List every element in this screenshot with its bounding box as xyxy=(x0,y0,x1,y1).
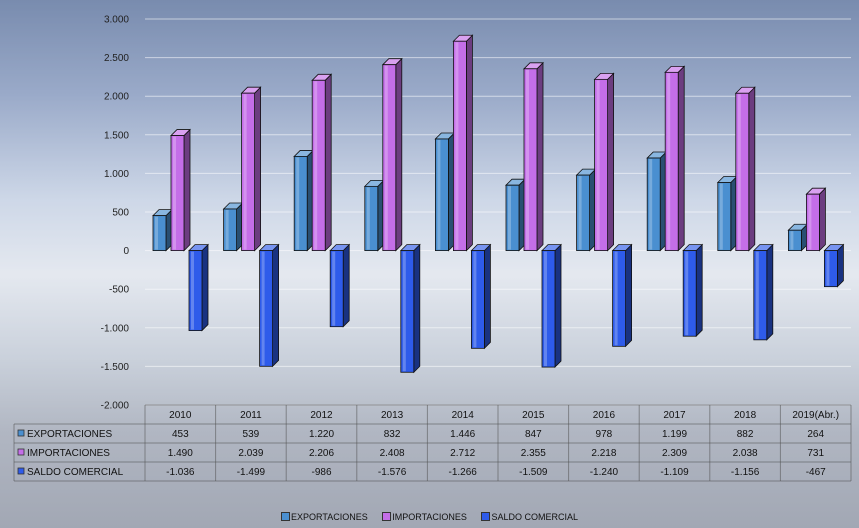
table-cell: 2.038 xyxy=(733,448,758,459)
bar-exportaciones-2018 xyxy=(716,175,738,252)
table-cell: 882 xyxy=(737,429,754,440)
bar-importaciones-2016 xyxy=(593,72,615,252)
table-cell: -1.240 xyxy=(590,467,619,478)
table-row-label: SALDO COMERCIAL xyxy=(27,467,124,478)
bar-saldo-comercial-2019(Abr.) xyxy=(823,243,845,288)
table-cell: -1.266 xyxy=(449,467,478,478)
bar-saldo-comercial-2010 xyxy=(188,243,209,332)
table-cell: 264 xyxy=(807,429,824,440)
legend: EXPORTACIONES IMPORTACIONES SALDO COMERC… xyxy=(0,512,859,522)
bar-importaciones-2019(Abr.) xyxy=(805,187,827,252)
bar-exportaciones-2016 xyxy=(575,168,597,252)
table-header-2018: 2018 xyxy=(734,410,757,421)
bar-importaciones-2013 xyxy=(381,57,403,252)
bar-saldo-comercial-2015 xyxy=(541,243,562,369)
table-cell: 731 xyxy=(807,448,824,459)
y-tick-label: 3.000 xyxy=(104,15,129,26)
bar-saldo-comercial-2018 xyxy=(752,243,774,341)
table-header-2013: 2013 xyxy=(381,410,404,421)
table-cell: -1.576 xyxy=(378,467,407,478)
bar-saldo-comercial-2012 xyxy=(329,243,351,328)
bar-importaciones-2015 xyxy=(523,61,544,252)
table-cell: -1.499 xyxy=(237,467,266,478)
table-cell: -1.156 xyxy=(731,467,760,478)
bar-importaciones-2014 xyxy=(452,34,474,252)
table-cell: 2.309 xyxy=(662,448,687,459)
legend-swatch-importaciones xyxy=(382,512,392,521)
legend-label-exportaciones: EXPORTACIONES xyxy=(291,512,368,522)
legend-item-exportaciones: EXPORTACIONES xyxy=(281,512,368,522)
bar-exportaciones-2017 xyxy=(646,151,668,252)
bar-importaciones-2010 xyxy=(170,128,191,252)
table-legend-key xyxy=(17,429,25,437)
table-cell: -1.509 xyxy=(519,467,548,478)
y-tick-label: -1.000 xyxy=(101,323,130,334)
bar-exportaciones-2012 xyxy=(293,149,315,252)
table-legend-key xyxy=(17,467,25,475)
y-tick-label: 500 xyxy=(112,208,129,219)
y-tick-label: 2.500 xyxy=(104,53,129,64)
table-row-label: IMPORTACIONES xyxy=(27,448,110,459)
bar-importaciones-2018 xyxy=(734,86,756,252)
bar-exportaciones-2015 xyxy=(505,178,526,252)
table-legend-key xyxy=(17,448,25,456)
table-cell: 2.218 xyxy=(591,448,616,459)
bar-importaciones-2012 xyxy=(311,73,333,252)
bar-saldo-comercial-2016 xyxy=(611,243,633,348)
table-cell: 2.408 xyxy=(380,448,405,459)
bar-saldo-comercial-2017 xyxy=(682,243,704,338)
table-header-2016: 2016 xyxy=(593,410,616,421)
table-cell: 847 xyxy=(525,429,542,440)
table-cell: 1.446 xyxy=(450,429,475,440)
table-cell: 2.039 xyxy=(238,448,263,459)
y-tick-label: 1.000 xyxy=(104,169,129,180)
table-header-2017: 2017 xyxy=(663,410,686,421)
table-cell: 2.712 xyxy=(450,448,475,459)
table-cell: -467 xyxy=(806,467,826,478)
legend-item-importaciones: IMPORTACIONES xyxy=(382,512,467,522)
table-cell: 1.220 xyxy=(309,429,334,440)
legend-label-saldo-comercial: SALDO COMERCIAL xyxy=(491,512,578,522)
table-header-2011: 2011 xyxy=(240,410,262,421)
legend-item-saldo-comercial: SALDO COMERCIAL xyxy=(481,512,578,522)
table-cell: 453 xyxy=(172,429,189,440)
table-cell: -986 xyxy=(311,467,331,478)
table-cell: 2.206 xyxy=(309,448,334,459)
table-cell: 539 xyxy=(243,429,260,440)
table-row-label: EXPORTACIONES xyxy=(27,429,113,440)
table-cell: 1.490 xyxy=(168,448,193,459)
bar-exportaciones-2011 xyxy=(222,202,244,252)
y-tick-label: -1.500 xyxy=(101,362,130,373)
table-header-2010: 2010 xyxy=(169,410,192,421)
y-tick-label: 1.500 xyxy=(104,130,129,141)
legend-swatch-saldo-comercial xyxy=(481,512,491,521)
bar-importaciones-2017 xyxy=(664,65,686,252)
bar-exportaciones-2014 xyxy=(434,132,456,252)
y-tick-label: 0 xyxy=(123,246,129,257)
table-header-2015: 2015 xyxy=(522,410,545,421)
table-header-2019(Abr.): 2019(Abr.) xyxy=(792,410,839,421)
table-cell: -1.109 xyxy=(660,467,689,478)
table-cell: 978 xyxy=(596,429,613,440)
y-tick-label: -500 xyxy=(109,285,129,296)
legend-label-importaciones: IMPORTACIONES xyxy=(392,512,467,522)
bar-saldo-comercial-2011 xyxy=(258,243,280,368)
table-header-2012: 2012 xyxy=(310,410,333,421)
bar-exportaciones-2019(Abr.) xyxy=(787,223,809,252)
table-cell: -1.036 xyxy=(166,467,195,478)
bar-exportaciones-2010 xyxy=(152,208,173,252)
y-tick-label: 2.000 xyxy=(104,92,129,103)
table-cell: 832 xyxy=(384,429,401,440)
bar-saldo-comercial-2013 xyxy=(399,243,421,374)
table-cell: 2.355 xyxy=(521,448,546,459)
legend-swatch-exportaciones xyxy=(281,512,291,521)
bar-importaciones-2011 xyxy=(240,86,262,252)
y-tick-label: -2.000 xyxy=(101,401,130,412)
bar-exportaciones-2013 xyxy=(363,179,385,252)
bar-saldo-comercial-2014 xyxy=(470,243,492,350)
table-cell: 1.199 xyxy=(662,429,687,440)
table-header-2014: 2014 xyxy=(452,410,475,421)
